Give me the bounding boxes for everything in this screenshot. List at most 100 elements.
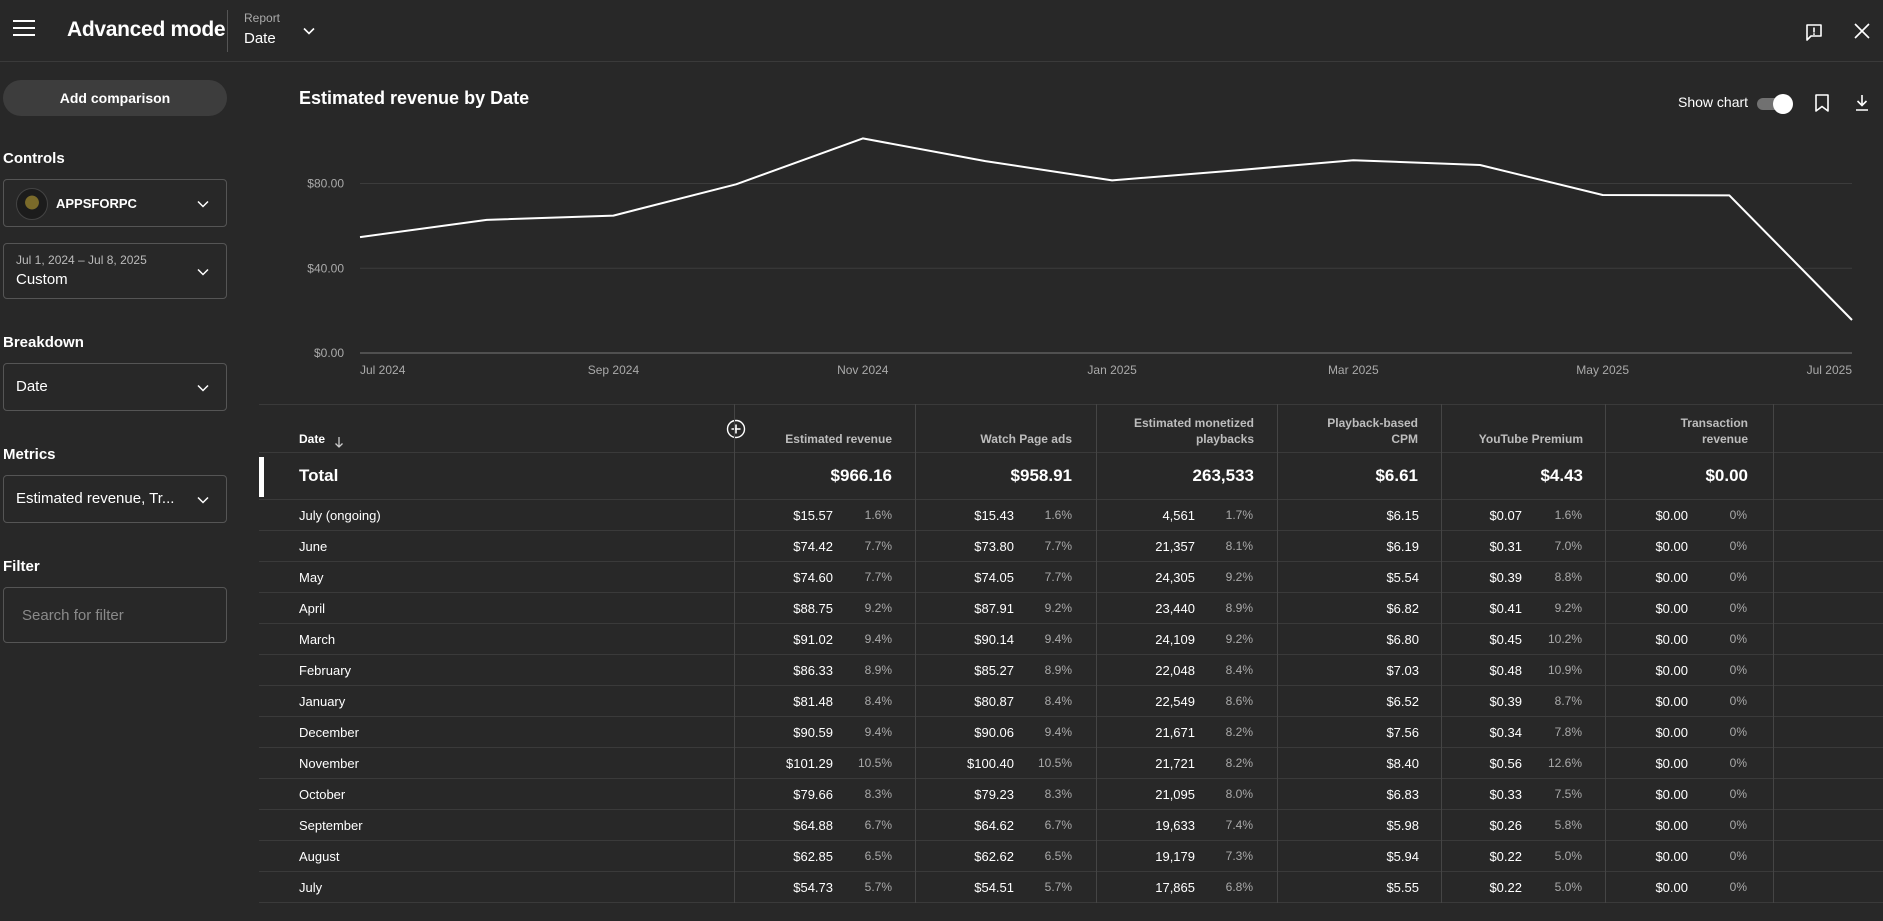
feedback-icon[interactable] — [1804, 22, 1824, 42]
row-label: April — [299, 600, 326, 616]
chevron-down-icon[interactable] — [300, 22, 318, 40]
column-divider — [1277, 404, 1278, 903]
metrics-label: Metrics — [3, 446, 56, 463]
cell-cpm: $6.15 — [1386, 507, 1419, 523]
breakdown-value: Date — [16, 378, 48, 395]
total-cpm: $6.61 — [1375, 466, 1418, 485]
cell-revenue-pct: 10.5% — [857, 756, 892, 770]
channel-select[interactable]: APPSFORPC — [3, 179, 227, 227]
cell-revenue: $15.57 — [793, 507, 833, 523]
menu-icon[interactable] — [13, 20, 35, 38]
cell-premium-pct: 7.0% — [1554, 539, 1582, 553]
table-row[interactable]: February $86.33 8.9% $85.27 8.9% 22,048 8.4% $7… — [259, 655, 1883, 686]
x-tick-label: Mar 2025 — [1328, 363, 1379, 377]
show-chart-label: Show chart — [1678, 94, 1749, 110]
cell-transaction-pct: 0% — [1729, 539, 1747, 553]
table-row[interactable]: March $91.02 9.4% $90.14 9.4% 24,109 9.2% $6.80… — [259, 624, 1883, 655]
chart-title: Estimated revenue by Date — [299, 88, 530, 108]
cell-premium: $0.48 — [1489, 662, 1522, 678]
total-row-indicator — [259, 457, 264, 497]
cell-playbacks-pct: 7.4% — [1225, 818, 1253, 832]
cell-transaction: $0.00 — [1655, 507, 1688, 523]
report-value[interactable]: Date — [244, 30, 276, 47]
table-row[interactable]: September $64.88 6.7% $64.62 6.7% 19,633 7.4% $… — [259, 810, 1883, 841]
cell-playbacks-pct: 8.9% — [1225, 601, 1253, 615]
cell-playbacks: 22,048 — [1155, 662, 1195, 678]
cell-cpm: $5.54 — [1386, 569, 1419, 585]
show-chart-toggle[interactable] — [1757, 94, 1793, 114]
close-icon[interactable] — [1853, 22, 1871, 40]
cell-transaction-pct: 0% — [1729, 756, 1747, 770]
series-line-estimated-revenue — [359, 137, 1853, 321]
cell-playbacks-pct: 8.1% — [1225, 539, 1253, 553]
table-total-row: Total $966.16 $958.91 263,533 $6.61 $4.43 $0.0… — [259, 453, 1883, 500]
cell-premium-pct: 10.2% — [1547, 632, 1582, 646]
table-row[interactable]: May $74.60 7.7% $74.05 7.7% 24,305 9.2% $5.54 $0… — [259, 562, 1883, 593]
data-point — [1350, 157, 1356, 163]
add-circle-icon[interactable] — [726, 419, 746, 439]
controls-label: Controls — [3, 150, 65, 167]
download-icon[interactable] — [1853, 93, 1871, 113]
total-revenue: $966.16 — [830, 466, 892, 485]
data-point — [1477, 162, 1483, 168]
column-header-cpm[interactable]: Playback-based CPM — [1298, 405, 1418, 453]
table-row[interactable]: August $62.85 6.5% $62.62 6.5% 19,179 7.3% $5.9… — [259, 841, 1883, 872]
arrow-down-icon[interactable] — [334, 436, 344, 448]
x-tick-label: Jul 2025 — [1807, 363, 1853, 377]
table-row[interactable]: October $79.66 8.3% $79.23 8.3% 21,095 8.0% $6.… — [259, 779, 1883, 810]
breakdown-select[interactable]: Date — [3, 363, 227, 411]
table-row[interactable]: June $74.42 7.7% $73.80 7.7% 21,357 8.1% $6.19 $… — [259, 531, 1883, 562]
cell-premium-pct: 5.0% — [1554, 880, 1582, 894]
cell-transaction: $0.00 — [1655, 631, 1688, 647]
row-label: June — [299, 538, 328, 554]
cell-watch-pct: 9.4% — [1044, 632, 1072, 646]
cell-transaction: $0.00 — [1655, 693, 1688, 709]
filter-search-input[interactable] — [3, 587, 227, 643]
cell-watch: $80.87 — [974, 693, 1014, 709]
cell-playbacks: 21,721 — [1155, 755, 1195, 771]
column-header-label: YouTube Premium — [1478, 432, 1583, 446]
column-header-watch[interactable]: Watch Page ads — [922, 405, 1072, 453]
cell-premium: $0.22 — [1489, 848, 1522, 864]
column-header-premium[interactable]: YouTube Premium — [1463, 405, 1583, 453]
table-row[interactable]: April $88.75 9.2% $87.91 9.2% 23,440 8.9% $6.82… — [259, 593, 1883, 624]
cell-playbacks-pct: 9.2% — [1225, 632, 1253, 646]
cell-playbacks: 21,095 — [1155, 786, 1195, 802]
bookmark-icon[interactable] — [1813, 93, 1831, 113]
table-row[interactable]: July (ongoing) $15.57 1.6% $15.43 1.6% 4,561 1… — [259, 500, 1883, 531]
table-row[interactable]: July $54.73 5.7% $54.51 5.7% 17,865 6.8% $5.55 $… — [259, 872, 1883, 903]
column-header-revenue[interactable]: Estimated revenue — [742, 405, 892, 453]
table-row[interactable]: January $81.48 8.4% $80.87 8.4% 22,549 8.6% $6.… — [259, 686, 1883, 717]
cell-transaction: $0.00 — [1655, 786, 1688, 802]
cell-watch: $79.23 — [974, 786, 1014, 802]
cell-revenue-pct: 6.7% — [864, 818, 892, 832]
cell-cpm: $6.83 — [1386, 786, 1419, 802]
table-row[interactable]: November $101.29 10.5% $100.40 10.5% 21,721 8.… — [259, 748, 1883, 779]
column-header-playbacks[interactable]: Estimated monetized playbacks — [1104, 405, 1254, 453]
cell-transaction-pct: 0% — [1729, 787, 1747, 801]
chevron-down-icon — [197, 268, 209, 276]
cell-watch-pct: 10.5% — [1037, 756, 1072, 770]
cell-watch: $73.80 — [974, 538, 1014, 554]
add-comparison-button[interactable]: Add comparison — [3, 80, 227, 116]
x-tick-label: Nov 2024 — [837, 363, 889, 377]
cell-transaction: $0.00 — [1655, 755, 1688, 771]
column-header-date[interactable]: Date — [299, 405, 344, 453]
column-divider — [734, 404, 735, 903]
cell-revenue: $90.59 — [793, 724, 833, 740]
column-header-transaction[interactable]: Transaction revenue — [1648, 405, 1748, 453]
y-tick-label: $80.00 — [307, 177, 344, 191]
cell-transaction: $0.00 — [1655, 724, 1688, 740]
row-label: May — [299, 569, 324, 585]
cell-revenue-pct: 8.9% — [864, 663, 892, 677]
cell-transaction-pct: 0% — [1729, 818, 1747, 832]
cell-transaction-pct: 0% — [1729, 632, 1747, 646]
date-range-select[interactable]: Jul 1, 2024 – Jul 8, 2025 Custom — [3, 243, 227, 299]
cell-revenue: $62.85 — [793, 848, 833, 864]
table-row[interactable]: December $90.59 9.4% $90.06 9.4% 21,671 8.2% $7… — [259, 717, 1883, 748]
metrics-select[interactable]: Estimated revenue, Tr... — [3, 475, 227, 523]
cell-premium: $0.56 — [1489, 755, 1522, 771]
total-transaction: $0.00 — [1705, 466, 1748, 485]
cell-revenue: $79.66 — [793, 786, 833, 802]
top-bar: Advanced mode Report Date — [0, 0, 1883, 62]
